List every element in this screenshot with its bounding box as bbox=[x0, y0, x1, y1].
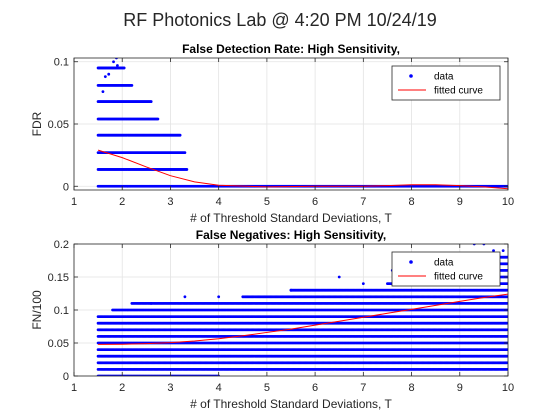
fdr-data-point bbox=[130, 84, 134, 87]
fdr-data-point bbox=[101, 90, 105, 94]
fn-data-series bbox=[96, 244, 508, 376]
fdr-data-point bbox=[112, 60, 115, 64]
fdr-x-axis-label: # of Threshold Standard Deviations, T bbox=[190, 211, 392, 225]
fdr-x-tick-label: 4 bbox=[216, 196, 222, 208]
fdr-legend-box bbox=[391, 65, 501, 101]
fdr-data-point bbox=[156, 117, 160, 121]
fdr-data-point bbox=[185, 168, 189, 171]
fdr-data-layer bbox=[96, 58, 508, 190]
fdr-chart-title: False Detection Rate: High Sensitivity, bbox=[182, 42, 400, 56]
fdr-x-tick-label: 2 bbox=[119, 196, 125, 208]
fdr-data-point bbox=[107, 72, 111, 76]
fdr-x-tick-label: 5 bbox=[264, 196, 270, 208]
fdr-x-tick-label: 6 bbox=[312, 196, 318, 208]
fdr-data-point bbox=[103, 75, 107, 79]
fdr-x-tick-label: 9 bbox=[457, 196, 463, 208]
fdr-x-tick-label: 7 bbox=[360, 196, 366, 208]
fdr-legend-data-marker bbox=[409, 74, 413, 78]
fdr-legend-data-label: data bbox=[434, 72, 454, 83]
fdr-data-point bbox=[122, 66, 126, 70]
fdr-legend-fit-label: fitted curve bbox=[434, 86, 483, 97]
fdr-x-tick-label: 1 bbox=[71, 196, 77, 208]
fdr-y-tick-label: 0.1 bbox=[54, 57, 69, 69]
fdr-x-tick-label: 8 bbox=[408, 196, 414, 208]
figure-title: RF Photonics Lab @ 4:20 PM 10/24/19 bbox=[123, 10, 436, 30]
fdr-data-point bbox=[183, 151, 187, 155]
fdr-x-tick-label: 3 bbox=[167, 196, 173, 208]
fdr-legend: data fitted curve bbox=[391, 65, 501, 101]
fdr-x-tick-label: 10 bbox=[502, 196, 514, 208]
fdr-axes: 1 2 3 4 5 6 7 8 9 10 0 0.05 0.1 False Detection Rate:… bbox=[30, 42, 514, 225]
fdr-data-point bbox=[178, 133, 182, 137]
fdr-data-point bbox=[149, 100, 153, 103]
fdr-data-point bbox=[116, 64, 119, 67]
fdr-y-tick-label: 0 bbox=[63, 181, 69, 193]
fn-data-layer bbox=[96, 244, 508, 376]
fdr-y-axis-label: FDR bbox=[30, 111, 44, 136]
fdr-y-tick-label: 0.05 bbox=[48, 119, 69, 131]
